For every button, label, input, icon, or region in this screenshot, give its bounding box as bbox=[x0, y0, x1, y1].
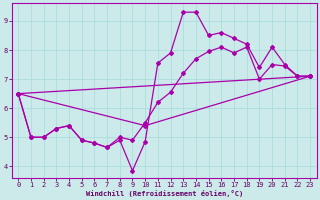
X-axis label: Windchill (Refroidissement éolien,°C): Windchill (Refroidissement éolien,°C) bbox=[85, 190, 243, 197]
